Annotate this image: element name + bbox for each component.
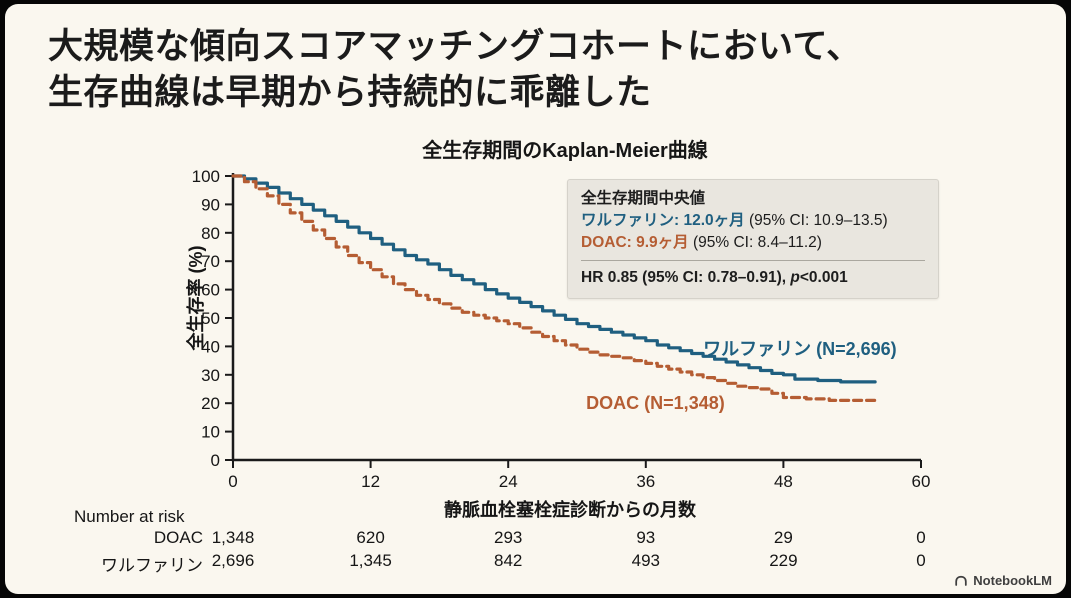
risk-row-label-doac: DOAC xyxy=(153,528,203,547)
kaplan-meier-chart: 0 10 20 30 40 50 60 70 80 90 100 0 12 24 36 48 60 xyxy=(192,167,931,491)
x-tick-label: 48 xyxy=(774,472,793,491)
hr-p-value: <0.001 xyxy=(799,269,848,286)
risk-row-label-warfarin: ワルファリン xyxy=(101,556,203,575)
hr-p-symbol: p xyxy=(790,269,800,286)
y-tick-label: 70 xyxy=(201,252,220,271)
risk-count-DOAC-60: 0 xyxy=(916,528,926,547)
notebooklm-badge: NotebookLM xyxy=(954,573,1052,588)
risk-count-ワルファリン-48: 229 xyxy=(769,551,798,570)
chart-title: 全生存期間のKaplan-Meier曲線 xyxy=(422,140,708,162)
y-tick-label: 80 xyxy=(201,224,220,243)
notebooklm-label: NotebookLM xyxy=(973,573,1052,588)
risk-count-ワルファリン-0: 2,696 xyxy=(211,551,255,570)
risk-count-ワルファリン-24: 842 xyxy=(494,551,523,570)
y-tick-label: 20 xyxy=(201,394,220,413)
median-os-heading: 全生存期間中央値 xyxy=(581,190,706,207)
hr-ci: (95% CI: 0.78–0.91), xyxy=(637,269,791,286)
y-tick-label: 30 xyxy=(201,366,220,385)
y-axis-label: 全生存率 (%) xyxy=(186,245,206,351)
hazard-ratio-line: HR 0.85 (95% CI: 0.78–0.91), p<0.001 xyxy=(581,260,925,289)
median-os-panel: 全生存期間中央値 ワルファリン: 12.0ヶ月 (95% CI: 10.9–13… xyxy=(567,179,939,299)
doac-survival-curve xyxy=(231,174,877,402)
slide-canvas: 大規模な傾向スコアマッチングコホートにおいて、 生存曲線は早期から持続的に乖離し… xyxy=(5,4,1066,594)
y-tick-label: 0 xyxy=(211,451,220,470)
median-os-warfarin-row: ワルファリン: 12.0ヶ月 (95% CI: 10.9–13.5) xyxy=(581,210,925,232)
y-tick-label: 40 xyxy=(201,337,220,356)
hr-value: HR 0.85 xyxy=(581,269,638,286)
doac-curve-label: DOAC (N=1,348) xyxy=(586,393,725,414)
risk-count-DOAC-24: 293 xyxy=(494,528,523,547)
y-tick-label: 60 xyxy=(201,281,220,300)
slide-title-line-1: 大規模な傾向スコアマッチングコホートにおいて、 xyxy=(48,27,862,66)
x-tick-label: 60 xyxy=(912,472,931,491)
x-tick-label: 24 xyxy=(499,472,518,491)
risk-count-DOAC-0: 1,348 xyxy=(211,528,255,547)
y-tick-label: 90 xyxy=(201,195,220,214)
y-tick-label: 50 xyxy=(201,309,220,328)
notebooklm-logo-icon xyxy=(955,575,967,586)
warfarin-survival-curve xyxy=(231,174,877,384)
slide-title: 大規模な傾向スコアマッチングコホートにおいて、 生存曲線は早期から持続的に乖離し… xyxy=(48,24,862,116)
median-warfarin-value: ワルファリン: 12.0ヶ月 xyxy=(581,212,745,229)
median-warfarin-ci: (95% CI: 10.9–13.5) xyxy=(744,212,888,229)
risk-count-DOAC-12: 620 xyxy=(356,528,385,547)
slide-title-line-2: 生存曲線は早期から持続的に乖離した xyxy=(48,73,652,113)
warfarin-curve-label: ワルファリン (N=2,696) xyxy=(703,339,897,360)
x-axis-label: 静脈血栓塞栓症診断からの月数 xyxy=(444,500,696,520)
x-tick-label: 0 xyxy=(228,472,237,491)
median-doac-value: DOAC: 9.9ヶ月 xyxy=(581,234,689,251)
y-tick-label: 10 xyxy=(201,423,220,442)
median-doac-ci: (95% CI: 8.4–11.2) xyxy=(688,234,822,251)
number-at-risk-title: Number at risk xyxy=(74,507,185,526)
y-tick-label: 100 xyxy=(192,167,220,186)
risk-count-ワルファリン-60: 0 xyxy=(916,551,926,570)
risk-count-ワルファリン-36: 493 xyxy=(631,551,660,570)
risk-count-DOAC-48: 29 xyxy=(773,528,793,547)
median-os-doac-row: DOAC: 9.9ヶ月 (95% CI: 8.4–11.2) xyxy=(581,232,925,254)
risk-count-DOAC-36: 93 xyxy=(636,528,656,547)
risk-count-ワルファリン-12: 1,345 xyxy=(349,551,392,570)
x-tick-label: 12 xyxy=(361,472,380,491)
x-tick-label: 36 xyxy=(636,472,655,491)
